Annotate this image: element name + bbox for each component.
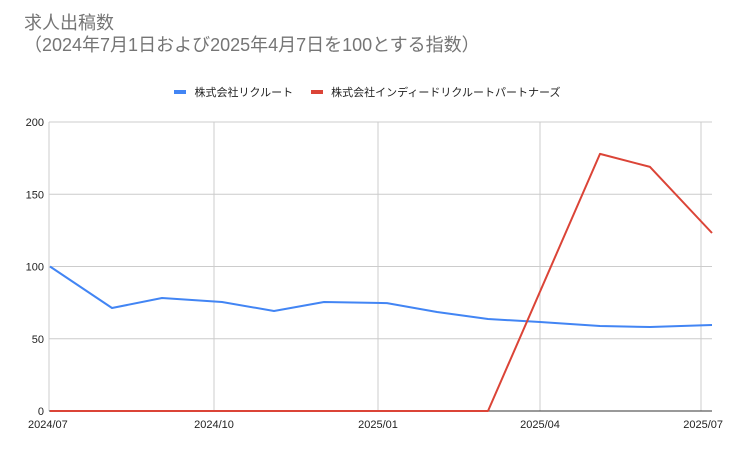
y-tick-label: 0: [38, 406, 44, 418]
legend-item-recruit[interactable]: 株式会社リクルート: [174, 84, 293, 100]
legend-item-indeed-recruit-partners[interactable]: 株式会社インディードリクルートパートナーズ: [311, 84, 561, 100]
chart-title-line2: （2024年7月1日および2025年4月7日を100とする指数）: [24, 35, 480, 55]
x-tick-label: 2025/01: [358, 419, 398, 431]
series-line-recruit[interactable]: [49, 265, 713, 328]
x-tick-label: 2024/10: [194, 419, 234, 431]
x-tick-label: 2025/07: [683, 419, 723, 431]
legend-swatch-red-icon: [311, 90, 324, 94]
y-tick-label: 200: [26, 117, 44, 129]
legend-label: 株式会社インディードリクルートパートナーズ: [331, 87, 561, 99]
series-line-indeed-recruit-partners[interactable]: [50, 152, 713, 412]
legend-label: 株式会社リクルート: [194, 87, 294, 99]
y-tick-label: 50: [32, 334, 44, 346]
y-tick-label: 100: [26, 262, 44, 274]
x-tick-label: 2025/04: [520, 419, 560, 431]
x-tick-label: 2024/07: [28, 419, 68, 431]
chart-title: 求人出稿数 （2024年7月1日および2025年4月7日を100とする指数）: [24, 12, 480, 56]
legend-swatch-blue-icon: [174, 90, 187, 94]
y-tick-label: 150: [26, 189, 44, 201]
chart-title-line1: 求人出稿数: [24, 13, 114, 33]
legend: 株式会社リクルート 株式会社インディードリクルートパートナーズ: [0, 84, 735, 100]
